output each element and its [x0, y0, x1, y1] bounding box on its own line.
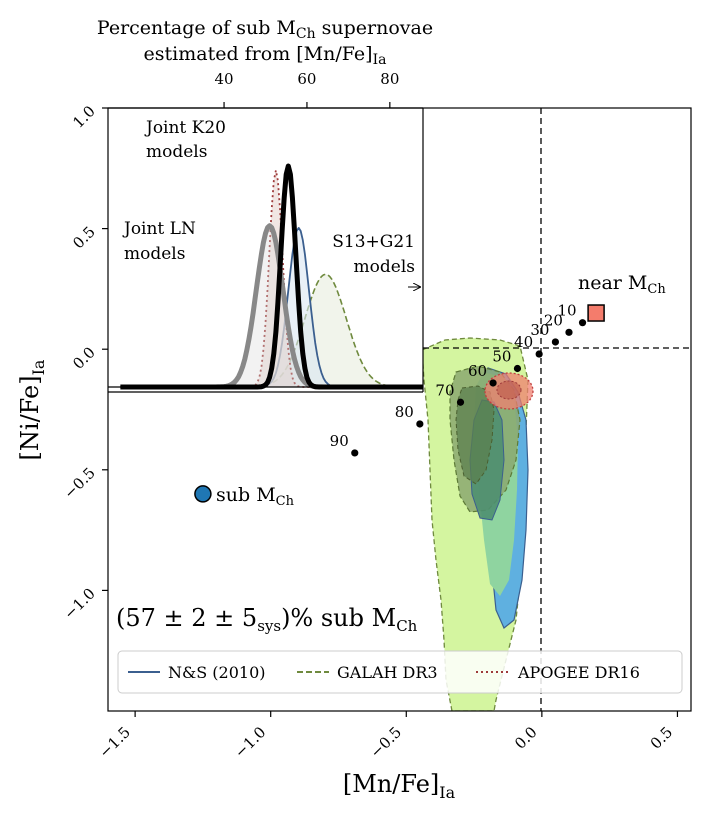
- legend-label-apogee: APOGEE DR16: [517, 663, 640, 682]
- inset-x-tick-label: 40: [215, 70, 234, 88]
- inset-x-tick-label: 80: [380, 70, 399, 88]
- inset-label-ln-line2: models: [124, 244, 185, 264]
- x-tick-label: −0.5: [367, 723, 405, 761]
- legend: N&S (2010) GALAH DR3 APOGEE DR16: [117, 650, 683, 694]
- apogee-contour-inner: [496, 380, 522, 400]
- legend-box: [117, 650, 683, 694]
- track-point: [535, 350, 543, 358]
- inset-top-axis-title-line2: estimated from [Mn/Fe]Ia: [144, 43, 387, 68]
- track-label: 50: [492, 347, 511, 365]
- y-axis: 1.0 0.5 0.0 −0.5 −1.0: [60, 102, 108, 623]
- legend-label-ns: N&S (2010): [168, 663, 266, 682]
- y-tick-label: 1.0: [69, 102, 99, 132]
- y-tick-label: 0.0: [69, 343, 99, 373]
- inset-panel: Joint K20 models Joint LN models S13+G21…: [108, 108, 424, 393]
- track-point: [513, 364, 522, 373]
- track-point: [489, 379, 497, 387]
- y-tick-label: −1.0: [60, 585, 98, 623]
- x-tick-label: 0.0: [511, 723, 541, 753]
- inset-top-axis-title: Percentage of sub MCh supernovae: [97, 17, 433, 42]
- y-tick-label: −0.5: [60, 464, 98, 502]
- inset-label-k20: Joint K20: [144, 118, 226, 138]
- plot-frame: [107, 107, 692, 712]
- track-label: 60: [468, 362, 487, 380]
- track-point: [565, 328, 573, 336]
- track-point: [456, 398, 465, 406]
- x-axis: −1.5 −1.0 −0.5 0.0 0.5: [95, 711, 679, 762]
- track-point: [551, 338, 560, 346]
- track-label: 10: [557, 302, 576, 320]
- track-label: 80: [395, 403, 414, 421]
- inset-label-s13: S13+G21: [332, 232, 415, 252]
- x-tick-label: −1.0: [231, 723, 269, 761]
- inset-fill-galah-dr3: [120, 274, 423, 387]
- track-point: [578, 319, 587, 327]
- inset-label-k20-line2: models: [146, 142, 207, 162]
- track-label: 30: [530, 321, 549, 339]
- x-axis-label: [Mn/Fe]Ia: [343, 770, 456, 802]
- x-tick-label: −1.5: [95, 723, 133, 761]
- inset-fill-joint-ln-models: [120, 225, 423, 387]
- track-point: [351, 449, 359, 457]
- track-label: 40: [514, 333, 533, 351]
- y-tick-label: 0.5: [69, 223, 99, 253]
- y-axis-label: [Ni/Fe]Ia: [16, 359, 48, 460]
- inset-fill-apogee-dr16: [120, 170, 423, 387]
- galah-contour-core: [455, 385, 495, 485]
- sub-mch-label: sub MCh: [216, 484, 295, 509]
- x-tick-label: 0.5: [647, 723, 677, 753]
- track-label: 20: [544, 311, 563, 329]
- track-label: 90: [330, 432, 349, 450]
- inset-x-tick-label: 60: [297, 70, 316, 88]
- inset-top-axis: 40 60 80: [108, 70, 423, 109]
- track-point: [416, 420, 424, 428]
- sub-mch-marker: [194, 485, 212, 503]
- near-mch-marker: [587, 304, 605, 322]
- result-annotation: (57 ± 2 ± 5sys)% sub MCh: [116, 604, 418, 635]
- track-label: 70: [435, 381, 454, 399]
- inset-label-s13-line2: models: [354, 257, 415, 277]
- inset-label-ln: Joint LN: [122, 219, 196, 239]
- legend-label-galah: GALAH DR3: [337, 663, 438, 682]
- contours: [421, 337, 534, 711]
- near-mch-label: near MCh: [578, 272, 666, 297]
